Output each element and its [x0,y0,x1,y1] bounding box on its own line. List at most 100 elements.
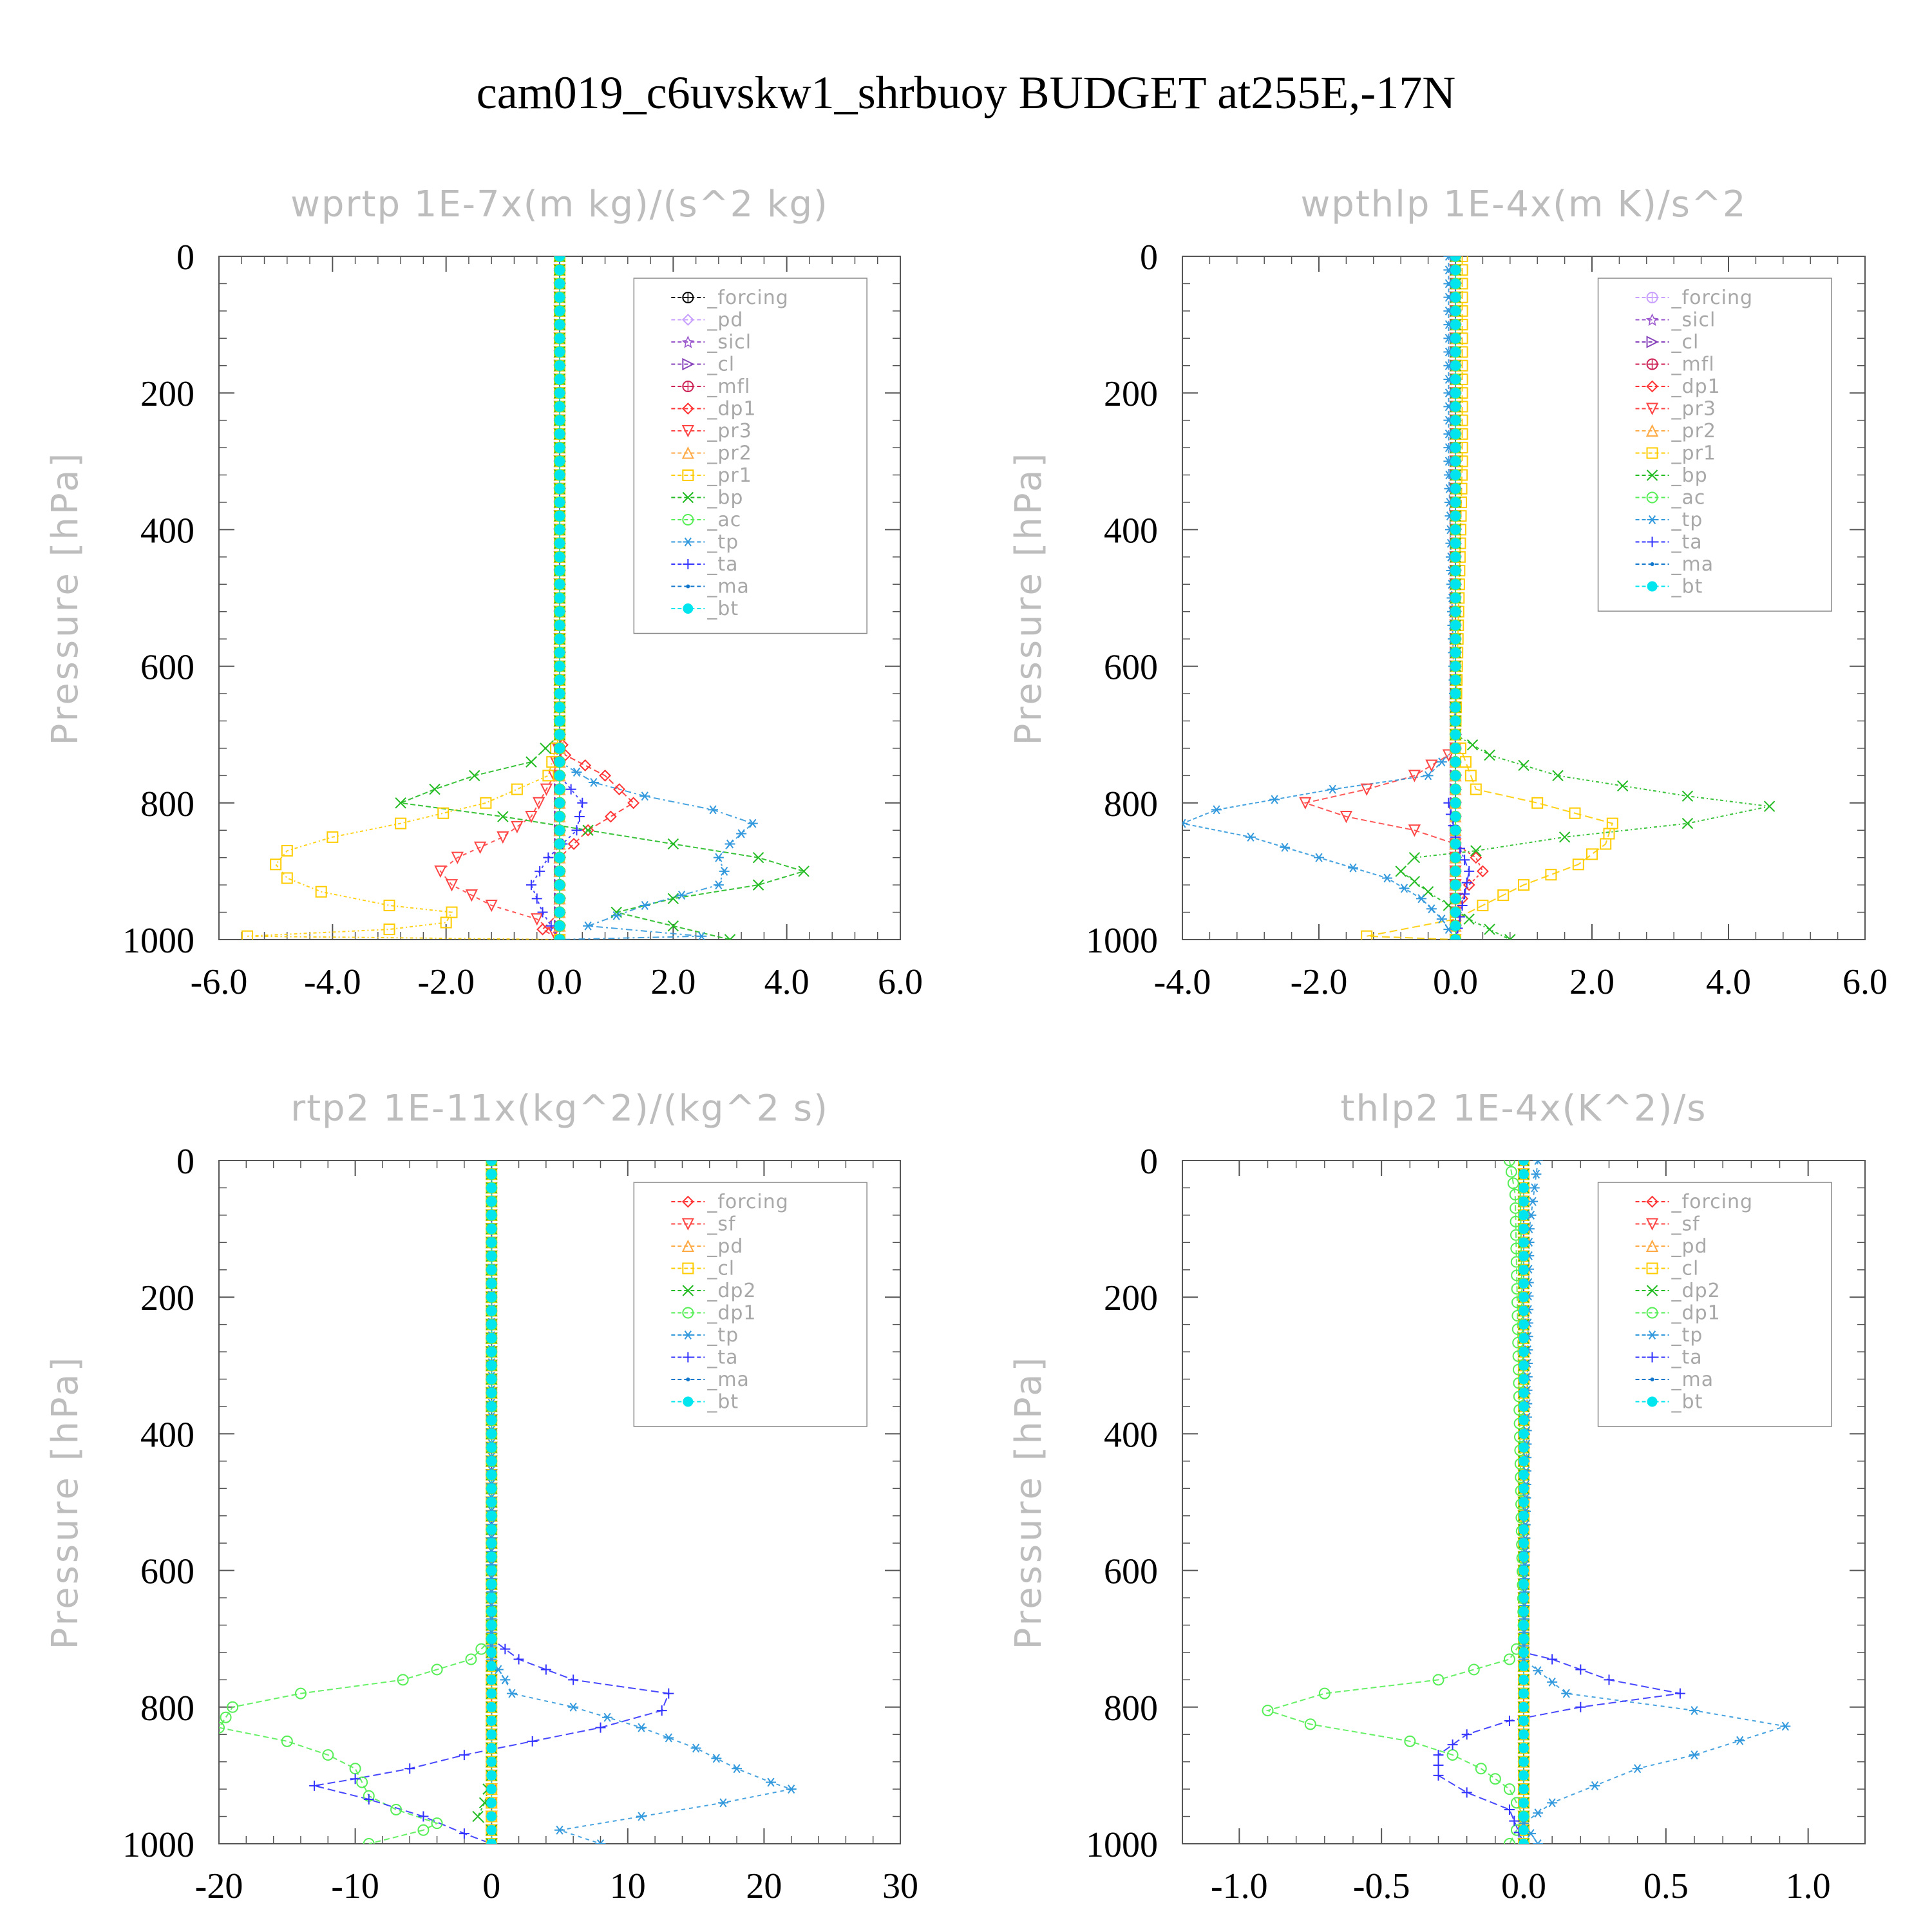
marker [554,579,565,590]
marker [451,851,464,864]
marker [681,1239,694,1252]
marker [1433,1750,1444,1761]
y-tick-label: 200 [140,374,194,414]
marker [1519,1332,1529,1343]
series-group [219,1160,797,1844]
marker [554,811,565,822]
x-tick-label: 0.0 [537,962,582,1002]
legend-label: _pr3 [706,420,752,442]
marker [554,647,565,658]
marker [1519,1688,1529,1699]
marker [486,1510,497,1521]
marker [554,1825,565,1835]
marker [1436,757,1447,767]
y-tick-label: 800 [140,1689,194,1728]
marker [683,603,694,614]
marker [486,1160,497,1166]
marker [431,1663,443,1676]
marker [1504,934,1516,940]
marker [1519,1497,1529,1508]
marker [554,346,565,357]
y-tick-label: 0 [176,238,194,278]
marker [554,893,565,904]
legend-label: _tp [1671,1324,1703,1347]
marker [486,1551,497,1562]
marker [486,1374,497,1385]
y-tick-label: 1000 [1086,1825,1158,1865]
marker [1450,497,1461,507]
marker [1547,1798,1558,1808]
marker [1647,292,1658,303]
marker [1575,1701,1586,1712]
marker [682,1262,694,1274]
marker [1450,743,1461,753]
marker [1456,256,1468,262]
marker [1519,1401,1529,1412]
x-tick-label: -1.0 [1211,1866,1268,1906]
marker [1470,851,1482,864]
marker [571,768,582,777]
marker [1646,447,1658,459]
marker [765,1777,776,1787]
marker [724,839,735,849]
marker [1519,1606,1529,1617]
y-tick-label: 600 [1104,648,1158,688]
marker [540,783,553,796]
marker [554,538,565,549]
marker [1604,1674,1615,1685]
marker [486,1360,497,1371]
marker [469,770,480,782]
marker [554,292,565,303]
marker [537,907,548,918]
marker [1450,702,1461,713]
marker [1519,1565,1529,1576]
marker [1450,920,1461,931]
marker [681,425,694,438]
marker [1416,894,1426,904]
marker [1547,1654,1558,1665]
legend-label: _bp [1671,464,1708,487]
marker [1504,1804,1515,1815]
marker [1650,562,1654,566]
marker [1464,770,1477,782]
marker [686,584,690,589]
marker [526,756,537,768]
marker [511,783,523,795]
legend-box [1597,278,1832,612]
marker [486,1209,497,1220]
marker [1519,1264,1529,1275]
marker [1404,1735,1416,1747]
marker [486,1305,497,1316]
marker [1519,1701,1529,1712]
marker [554,743,565,753]
marker [1408,876,1421,887]
marker [533,797,545,810]
marker [219,1721,225,1734]
marker [1510,1242,1522,1255]
x-tick-label: -4.0 [1154,962,1211,1002]
marker [1484,923,1495,935]
marker [1519,1305,1529,1316]
marker [599,769,611,782]
marker [486,1442,497,1453]
legend-label: _ta [706,1347,738,1369]
marker [429,783,440,795]
marker [1600,838,1612,850]
marker [1408,770,1421,782]
series-group [242,256,810,940]
marker [431,1817,443,1830]
legend-label: _ta [1671,531,1703,554]
marker [663,1733,674,1743]
marker [696,931,707,940]
legend-label: _pd [1671,1235,1708,1258]
marker [459,1750,469,1761]
marker [554,592,565,603]
marker [486,1196,497,1207]
marker [627,797,640,810]
marker [1519,1415,1529,1426]
marker [486,1251,497,1262]
y-tick-label: 800 [1104,1689,1158,1728]
marker [540,1664,551,1675]
marker [1450,511,1461,522]
